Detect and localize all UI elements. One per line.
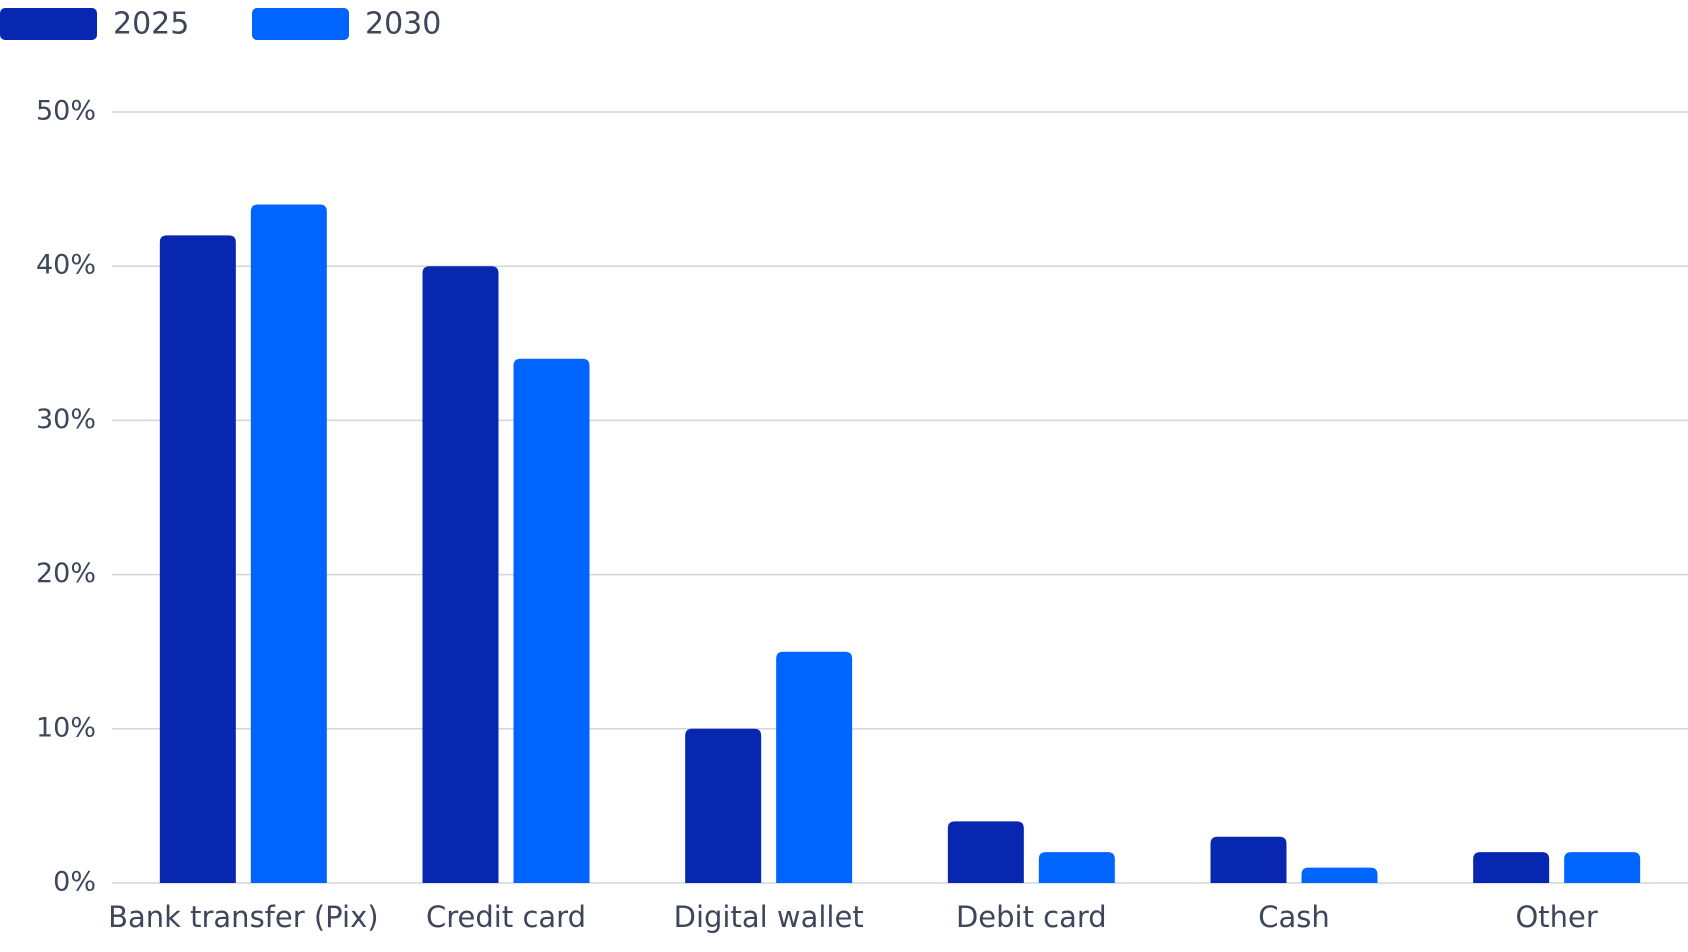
y-tick-label: 50%	[36, 96, 96, 127]
bar-2030-3	[1038, 852, 1115, 883]
x-tick-label: Credit card	[426, 900, 586, 934]
bar-2030-0	[250, 204, 327, 883]
legend: 2025 2030	[0, 7, 441, 42]
bar-2025-0	[159, 235, 236, 884]
bar-2025-1	[422, 266, 499, 883]
legend-swatch	[0, 8, 97, 40]
bar-2030-4	[1301, 867, 1378, 883]
x-tick-label: Bank transfer (Pix)	[108, 900, 379, 934]
y-tick-label: 30%	[36, 404, 96, 435]
y-axis-ticks: 0% 10% 20% 30% 40% 50%	[36, 96, 96, 898]
x-tick-label: Cash	[1258, 900, 1330, 934]
y-tick-label: 10%	[36, 712, 96, 743]
bars	[159, 204, 1641, 884]
bar-2025-2	[685, 728, 762, 883]
x-axis-ticks: Bank transfer (Pix) Credit card Digital wa…	[108, 900, 1598, 934]
bar-2025-4	[1210, 836, 1287, 883]
legend-label: 2030	[365, 7, 441, 42]
y-tick-label: 0%	[53, 867, 96, 898]
legend-swatch	[252, 8, 349, 40]
y-tick-label: 20%	[36, 558, 96, 589]
legend-label: 2025	[113, 7, 189, 42]
bar-2030-2	[776, 651, 853, 883]
x-tick-label: Other	[1515, 900, 1597, 934]
y-tick-label: 40%	[36, 250, 96, 281]
grid-lines	[112, 111, 1688, 884]
x-tick-label: Debit card	[956, 900, 1107, 934]
bar-2025-3	[947, 821, 1024, 883]
x-tick-label: Digital wallet	[674, 900, 864, 934]
bar-2030-1	[513, 358, 590, 884]
bar-2030-5	[1564, 852, 1641, 883]
bar-2025-5	[1473, 852, 1550, 883]
